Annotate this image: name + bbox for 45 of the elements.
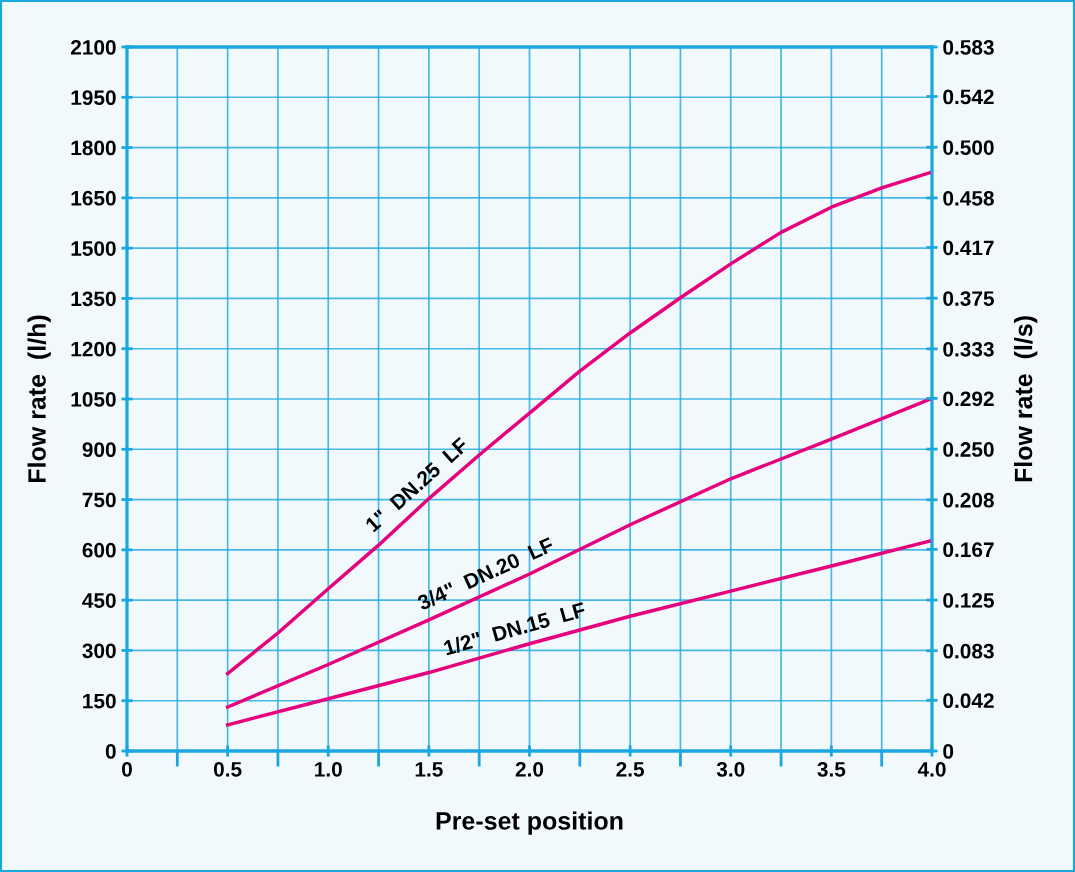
- y2-tick-label: 0.333: [943, 341, 994, 357]
- y2-tick-label: 0.208: [943, 492, 994, 508]
- y2-tick-label: 0.292: [943, 391, 994, 407]
- y-tick-label: 1350: [71, 291, 116, 307]
- y2-tick-label: 0.542: [943, 89, 994, 105]
- y-tick-label: 1650: [71, 190, 116, 206]
- y-tick-label: 450: [82, 593, 116, 608]
- y-tick-label: 1800: [71, 140, 116, 156]
- x-tick-label: 0: [122, 761, 132, 777]
- y-tick-label: 2100: [70, 40, 116, 55]
- x-tick-label: 0.5: [213, 761, 242, 777]
- y-tick-label: 750: [82, 492, 116, 508]
- x-tick-label: 3.0: [716, 761, 745, 777]
- y2-tick-label: 0.125: [943, 593, 994, 608]
- line-series: [225, 538, 932, 727]
- y-tick-label: 1050: [71, 392, 116, 407]
- y2-tick-label: 0.583: [943, 40, 994, 55]
- y-tick-label: 1500: [71, 241, 116, 256]
- y2-tick-label: 0.417: [943, 240, 994, 256]
- x-tick-label: 1.5: [415, 762, 443, 777]
- y-tick-label: 600: [82, 542, 116, 558]
- y2-tick-label: 0.083: [943, 643, 994, 659]
- y2-tick-label: 0.500: [943, 140, 994, 155]
- y2-axis-title: Flow rate (l/s): [1013, 316, 1038, 482]
- y2-tick-label: 0.458: [943, 190, 994, 206]
- x-tick-label: 3.5: [817, 761, 846, 777]
- x-axis-title: Pre-set position: [436, 811, 623, 835]
- line-series: [225, 170, 932, 676]
- line-series: [225, 396, 932, 709]
- y-axis-title: Flow rate (l/h): [27, 315, 51, 483]
- y-tick-label: 1950: [71, 90, 116, 106]
- y2-tick-label: 0.375: [943, 291, 994, 306]
- y2-tick-label: 0.250: [943, 442, 994, 457]
- y-tick-label: 900: [82, 442, 116, 458]
- y2-tick-label: 0: [943, 744, 954, 759]
- y-tick-label: 1200: [71, 341, 116, 357]
- y-tick-label: 300: [82, 643, 116, 659]
- y2-tick-label: 0.167: [943, 542, 994, 558]
- x-tick-label: 4.0: [917, 761, 946, 777]
- x-tick-label: 2.0: [515, 761, 544, 777]
- y-tick-label: 150: [83, 693, 116, 709]
- x-tick-label: 1.0: [315, 761, 342, 777]
- y-tick-label: 0: [105, 744, 116, 759]
- x-tick-label: 2.5: [616, 761, 645, 777]
- y2-tick-label: 0.042: [943, 693, 994, 709]
